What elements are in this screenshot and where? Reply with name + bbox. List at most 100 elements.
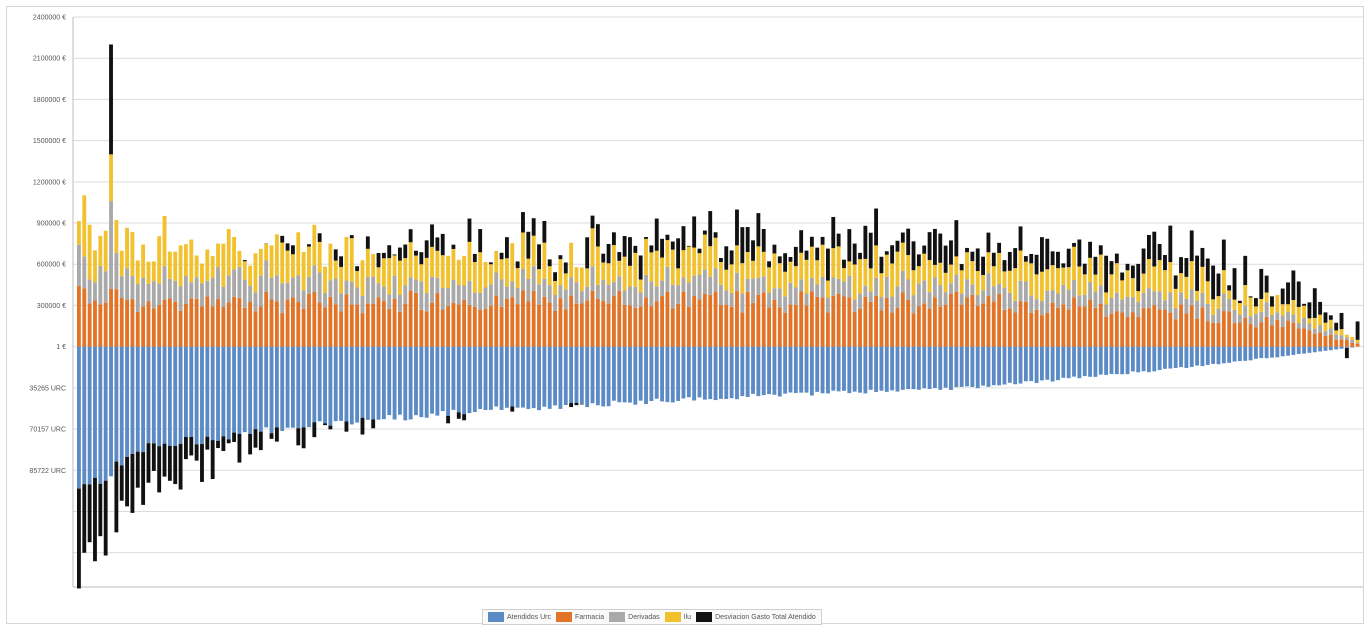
bar-derivadas bbox=[633, 286, 638, 308]
bar-atendidos-urc bbox=[1114, 346, 1119, 375]
bar-atendidos-urc bbox=[793, 346, 798, 394]
bar-farmacia bbox=[135, 311, 140, 347]
bar-derivadas bbox=[836, 278, 841, 294]
bar-derivadas bbox=[1093, 291, 1098, 308]
bar-farmacia bbox=[419, 309, 424, 347]
bar-derivadas bbox=[323, 292, 327, 308]
bar-farmacia bbox=[628, 305, 632, 347]
bar-ilu bbox=[820, 244, 825, 277]
bar-ilu bbox=[954, 256, 959, 275]
bar-derivadas bbox=[612, 281, 616, 296]
bar-derivadas bbox=[130, 276, 135, 300]
bar-desviacion bbox=[686, 245, 691, 247]
bar-ilu bbox=[783, 271, 788, 297]
bar-ilu bbox=[740, 263, 745, 294]
bar-farmacia bbox=[826, 312, 830, 347]
bar-ilu bbox=[879, 273, 884, 298]
bar-desviacion bbox=[1018, 226, 1023, 251]
bar-atendidos-urc bbox=[1045, 346, 1050, 380]
bar-derivadas bbox=[1088, 282, 1093, 300]
bar-ilu bbox=[210, 255, 215, 278]
bar-desviacion bbox=[253, 429, 258, 448]
bar-ilu bbox=[745, 251, 750, 279]
bar-atendidos-urc bbox=[847, 346, 852, 394]
bar-derivadas bbox=[1328, 328, 1333, 335]
y-tick-label: 2100000 € bbox=[33, 56, 66, 63]
bar-farmacia bbox=[697, 299, 702, 347]
bar-derivadas bbox=[831, 277, 836, 296]
bar-derivadas bbox=[975, 295, 980, 306]
bar-farmacia bbox=[644, 297, 648, 347]
bar-ilu bbox=[1291, 299, 1296, 315]
bar-farmacia bbox=[767, 307, 772, 347]
bar-atendidos-urc bbox=[713, 346, 718, 401]
bar-derivadas bbox=[842, 281, 846, 297]
bar-desviacion bbox=[1232, 268, 1237, 300]
bar-derivadas bbox=[483, 287, 488, 310]
bar-farmacia bbox=[820, 297, 825, 347]
bar-atendidos-urc bbox=[494, 346, 499, 407]
bar-farmacia bbox=[1216, 322, 1221, 347]
bar-desviacion bbox=[681, 226, 686, 251]
bar-farmacia bbox=[472, 306, 477, 347]
legend-label: Ilu bbox=[683, 613, 692, 621]
bar-farmacia bbox=[756, 294, 761, 347]
bar-farmacia bbox=[1302, 328, 1307, 347]
bar-desviacion bbox=[216, 441, 220, 449]
bar-ilu bbox=[1093, 274, 1098, 292]
bar-farmacia bbox=[772, 299, 777, 347]
bar-farmacia bbox=[916, 306, 921, 347]
bar-atendidos-urc bbox=[842, 346, 846, 391]
bar-atendidos-urc bbox=[424, 346, 429, 418]
bar-desviacion bbox=[93, 477, 97, 562]
bar-desviacion bbox=[895, 240, 900, 252]
bar-atendidos-urc bbox=[1002, 346, 1007, 385]
bar-desviacion bbox=[1221, 239, 1226, 271]
bar-ilu bbox=[638, 279, 643, 293]
bar-ilu bbox=[601, 262, 606, 280]
bar-farmacia bbox=[1109, 313, 1114, 347]
bar-derivadas bbox=[686, 282, 691, 307]
bar-atendidos-urc bbox=[676, 346, 681, 401]
bar-atendidos-urc bbox=[965, 346, 969, 387]
bar-derivadas bbox=[1243, 305, 1248, 318]
bar-ilu bbox=[537, 269, 541, 285]
bar-ilu bbox=[595, 246, 600, 285]
bar-desviacion bbox=[1098, 245, 1103, 255]
bar-desviacion bbox=[200, 444, 204, 482]
bar-derivadas bbox=[505, 286, 509, 299]
bar-atendidos-urc bbox=[376, 346, 381, 420]
bar-farmacia bbox=[467, 304, 472, 347]
bar-atendidos-urc bbox=[740, 346, 745, 397]
bar-ilu bbox=[317, 241, 322, 273]
bar-farmacia bbox=[601, 301, 606, 347]
bar-derivadas bbox=[553, 295, 558, 311]
bar-ilu bbox=[242, 261, 247, 280]
bar-atendidos-urc bbox=[82, 346, 87, 485]
bar-farmacia bbox=[114, 289, 119, 347]
bar-farmacia bbox=[1147, 308, 1151, 347]
bar-farmacia bbox=[1254, 327, 1258, 347]
bar-desviacion bbox=[355, 266, 360, 272]
bar-atendidos-urc bbox=[1323, 346, 1328, 351]
bar-farmacia bbox=[451, 302, 456, 347]
bar-farmacia bbox=[719, 305, 723, 347]
bar-desviacion bbox=[943, 245, 948, 273]
bar-atendidos-urc bbox=[103, 346, 108, 481]
bar-atendidos-urc bbox=[970, 346, 975, 388]
bar-farmacia bbox=[1189, 305, 1194, 347]
bar-derivadas bbox=[365, 277, 370, 304]
bar-farmacia bbox=[1125, 316, 1130, 347]
bar-desviacion bbox=[713, 232, 718, 238]
bar-desviacion bbox=[157, 446, 162, 493]
bar-derivadas bbox=[157, 283, 162, 305]
bar-ilu bbox=[981, 274, 986, 291]
bar-desviacion bbox=[842, 259, 846, 269]
bar-farmacia bbox=[1114, 311, 1119, 347]
bar-farmacia bbox=[1072, 297, 1076, 347]
bar-farmacia bbox=[189, 298, 194, 347]
bar-desviacion bbox=[537, 244, 541, 270]
bar-farmacia bbox=[986, 296, 991, 347]
bar-atendidos-urc bbox=[1280, 346, 1285, 357]
bar-desviacion bbox=[874, 208, 879, 246]
